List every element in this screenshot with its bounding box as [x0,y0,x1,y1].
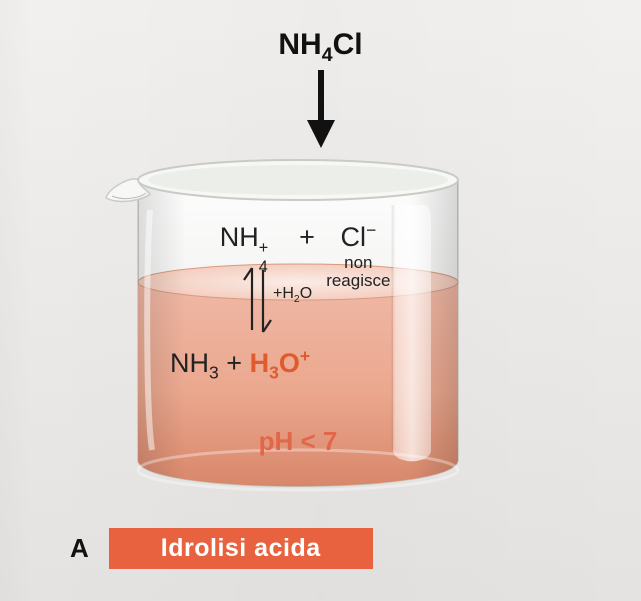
caption-letter: A [70,533,89,564]
reaction-layer: NH+4 + Cl− non reagisce +H2 [88,150,508,500]
hydronium: H3O+ [250,348,311,378]
h3o-sup: + [300,346,310,366]
nh3-base: NH [170,348,209,378]
plus-sign-1: + [299,222,315,252]
equilibrium-arrows [243,260,273,340]
water-plus: + [273,285,282,302]
cl-note: non reagisce [313,254,403,290]
h3o-h: H [250,348,270,378]
nh4-sup: + [259,239,268,258]
nh3-sub: 3 [209,362,219,382]
h3o-sub: 3 [269,362,279,382]
cl-ion-group: Cl− non reagisce [340,220,376,253]
beaker: NH+4 + Cl− non reagisce +H2 [88,150,508,500]
cl-base: Cl [340,222,366,252]
cl-sup: − [366,220,376,240]
caption-bar: A Idrolisi acida [70,528,373,568]
compound-cl: Cl [333,28,363,61]
caption-box: Idrolisi acida [109,528,373,569]
cl-note-l1: non [344,253,372,272]
ph-label: pH < 7 [88,426,508,457]
nh4-ion: NH+4 [220,222,281,252]
nh4-base: NH [220,222,259,252]
dissociation-line: NH+4 + Cl− non reagisce [88,220,508,253]
ph-text: pH < 7 [259,426,338,456]
h3o-o: O [279,348,300,378]
compound-label: NH4Cl [0,28,641,67]
compound-sub4: 4 [322,44,333,66]
compound-nh: NH [278,28,321,61]
cl-note-l2: reagisce [326,271,390,290]
cl-ion: Cl− [340,222,376,252]
products-line: NH3 + H3O+ [170,346,310,383]
arrow-into-beaker [301,70,341,150]
water-h: H [282,285,294,302]
water-label: +H2O [273,285,312,305]
plus-sign-2: + [226,348,249,378]
nh3: NH3 [170,348,226,378]
water-o: O [300,285,312,302]
